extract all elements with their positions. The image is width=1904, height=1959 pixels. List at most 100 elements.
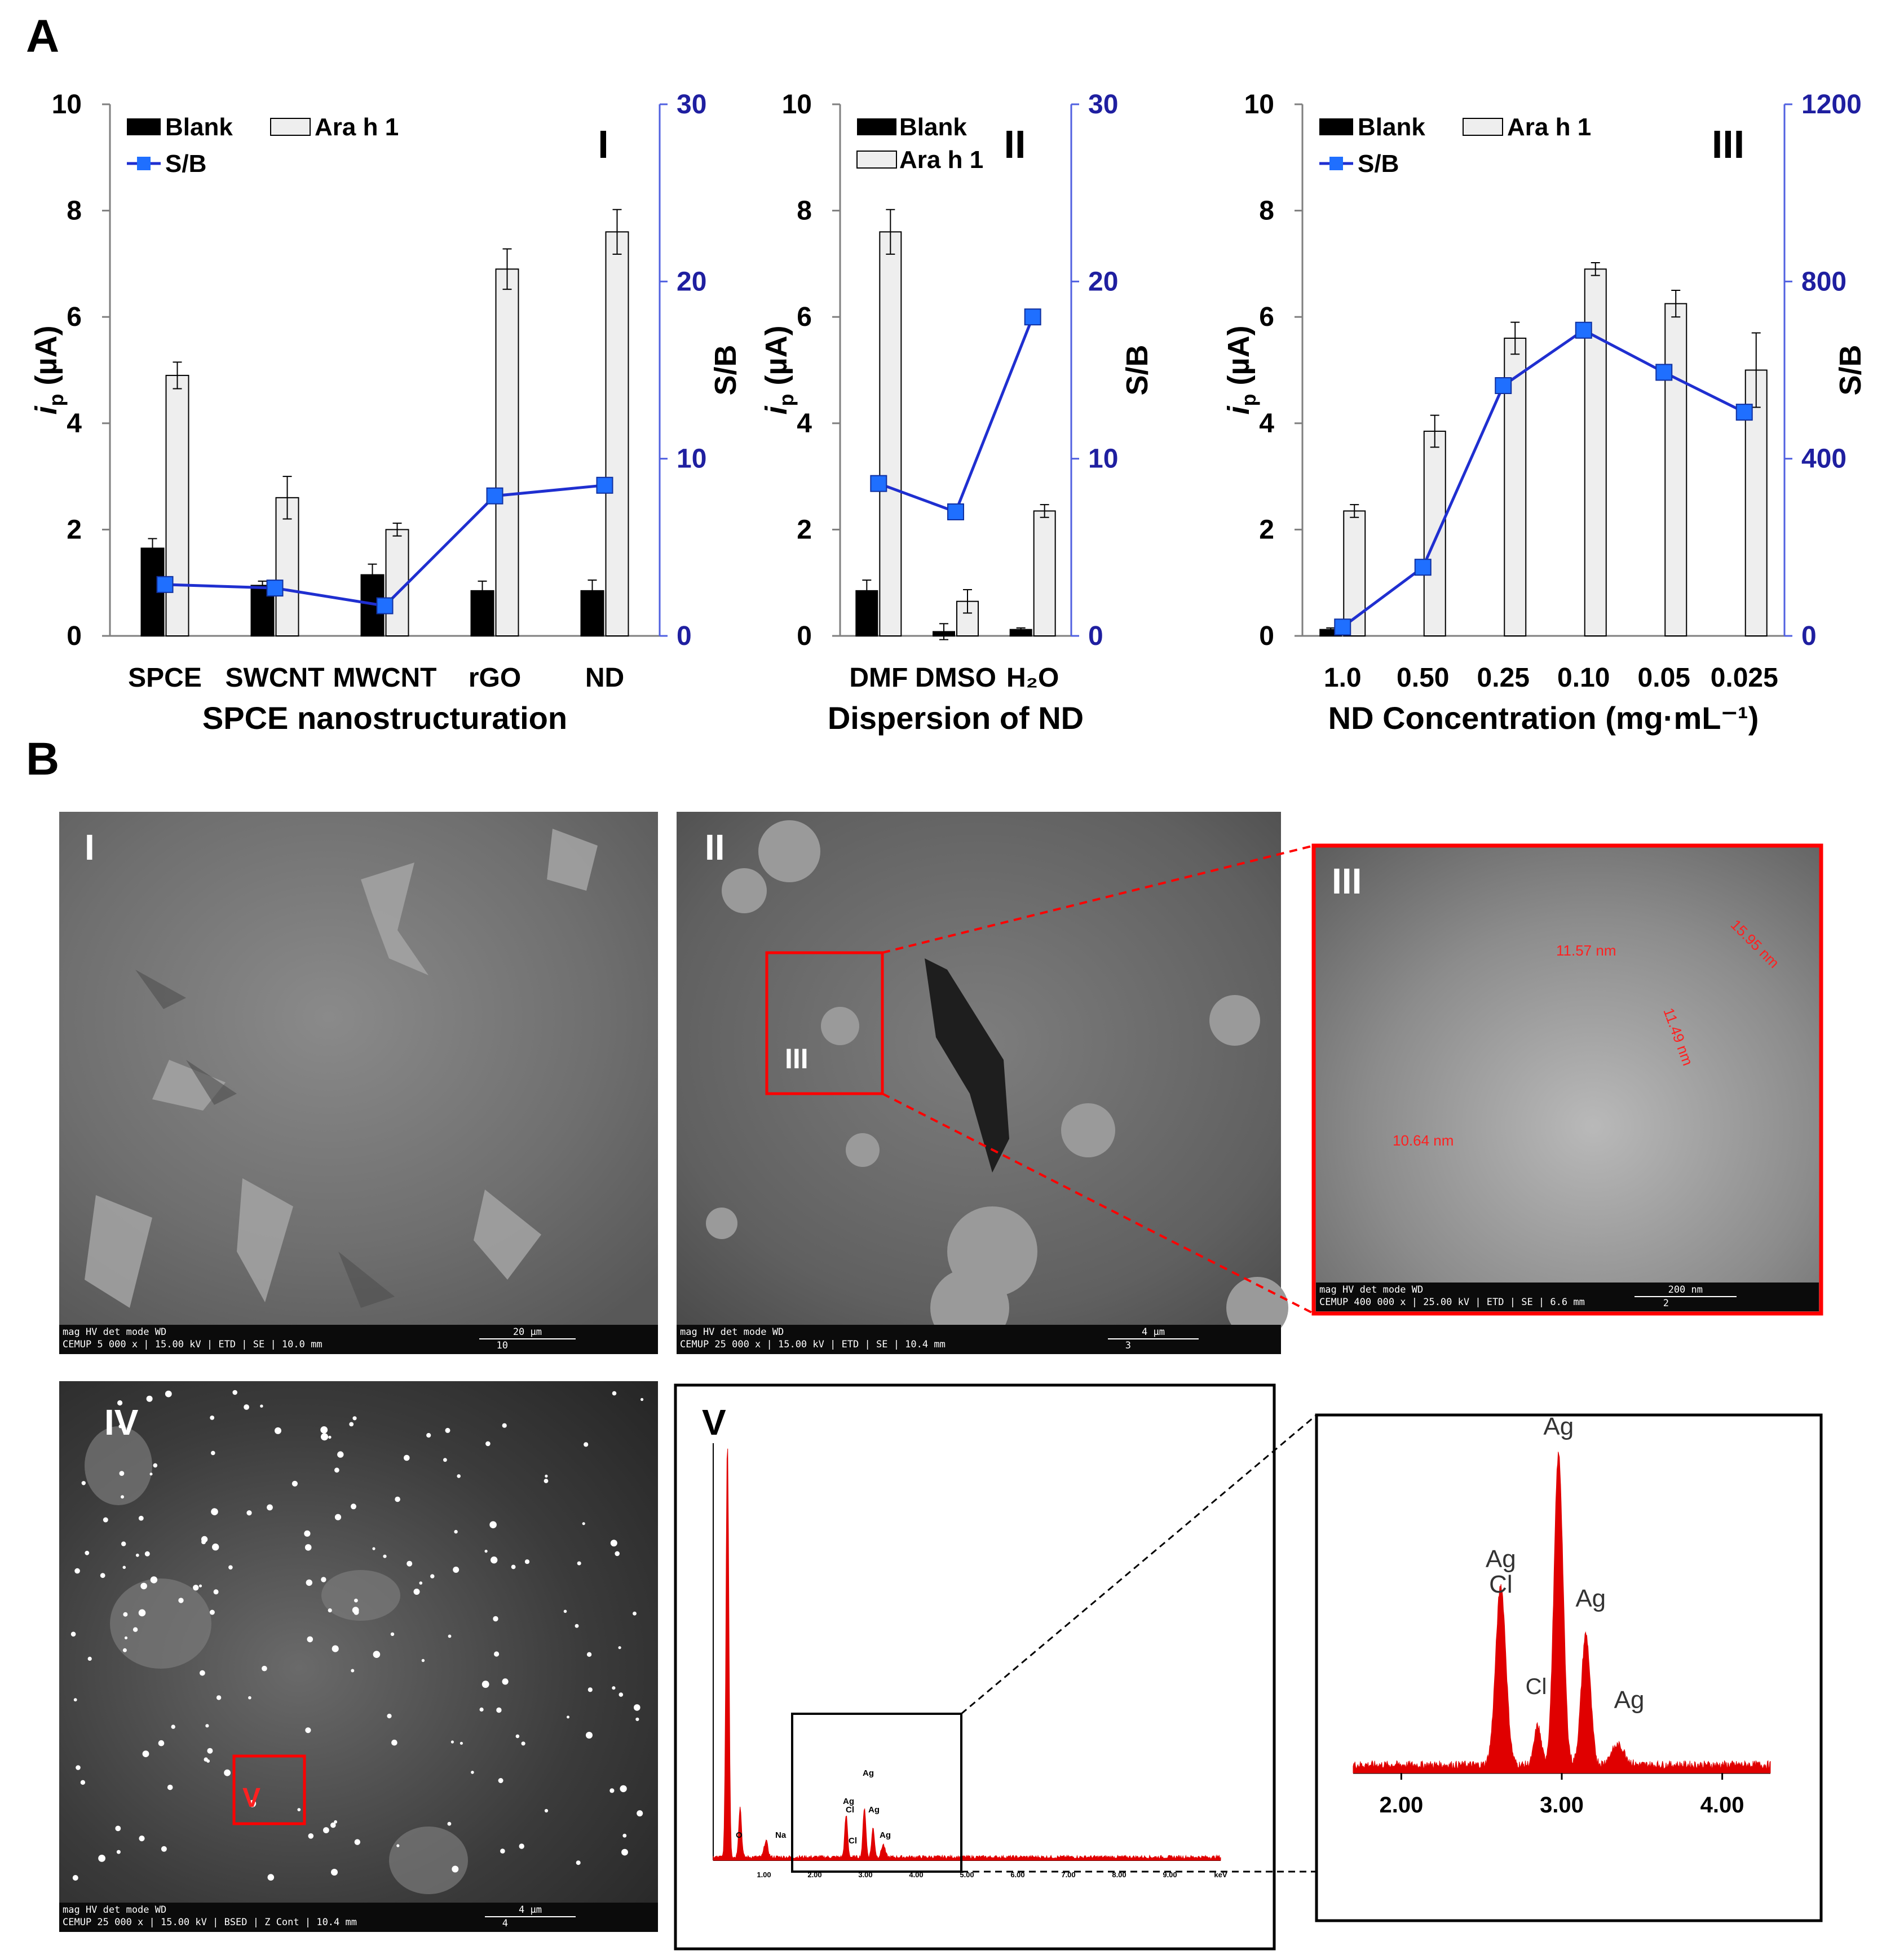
x-tick-label: ND [585,663,624,693]
nanoparticle-dot [452,1865,459,1873]
x-tick-label: rGO [469,663,521,693]
nanoparticle-dot [620,1785,627,1793]
nanoparticle-dot [121,1541,126,1546]
roi-box-V [232,1754,306,1825]
eds-full-tick-label: 5.00 [960,1870,974,1879]
bar-ara [879,231,902,636]
nanoparticle-dot [100,1573,105,1578]
y-tick-label: 10 [1244,90,1274,120]
peak-label-ag: Ag [1614,1686,1645,1714]
nanoparticle-dot [232,1390,238,1395]
nanoparticle-dot [297,1808,301,1811]
y-tick-label: 6 [797,302,812,332]
peak-label-cl: Cl [1489,1571,1513,1598]
peak-label-ag: Ag [1575,1585,1606,1612]
nanoparticle-dot [584,1442,589,1447]
nanoparticle-dot [248,1696,251,1700]
x-tick-label: H₂O [1006,663,1059,693]
nanoparticle-dot [450,1740,454,1744]
eds-zoom-tick-label: 2.00 [1379,1793,1423,1818]
eds-full-trace [713,1448,1221,1861]
nanoparticle-dot [211,1508,218,1515]
legend-label-sb: S/B [165,150,206,178]
x-tick-label: 0.05 [1638,663,1690,693]
nanoparticle-dot [502,1678,509,1685]
y-axis-title: ip (µA) [759,325,798,414]
nanoparticle-dot [372,1547,376,1550]
nanoparticle-dot [413,1589,420,1595]
roi-label-III: III [785,1043,809,1074]
eds-small-peak-label: O [736,1830,743,1840]
nanoparticle-dot [485,1441,491,1447]
sem-image-III: III 11.57 nm 15.95 nm 11.49 nm 10.64 nm [1311,843,1823,1316]
sb-point [266,580,284,597]
sem-bar-headers: mag HV det mode WD [63,1326,167,1338]
measure-4: 10.64 nm [1393,1132,1454,1149]
sb-point [1024,308,1041,326]
legend-swatch-blank [857,118,896,135]
eds-small-peak-label: Cl [846,1805,854,1815]
y-tick-label: 0 [67,621,82,651]
nanoparticle-dot [323,1827,329,1833]
image-number: 4 [502,1918,508,1929]
nanoparticle-dot [116,1850,121,1854]
nanoparticle-dot [81,1481,86,1485]
nanoparticle-dot [419,1581,423,1585]
eds-full-tick-label: 1.00 [757,1870,771,1879]
nanoparticle-dot [124,1636,128,1639]
nanoparticle-dot [212,1544,219,1551]
legend-swatch-ara [856,151,897,169]
nanoparticle-dot [135,1553,139,1557]
image-number: 10 [496,1340,508,1351]
y2-tick-label: 0 [677,621,692,651]
y2-tick-label: 400 [1801,444,1846,474]
nanoparticle-dot [122,1566,126,1569]
nanoparticle-dot [328,1608,332,1613]
nanoparticle-dot [587,1687,593,1692]
nanoparticle-dot [460,1741,463,1745]
eds-small-peak-label: Cl [849,1836,857,1846]
nanoparticle-dot [171,1724,175,1729]
nanoparticle-dot [500,1849,505,1854]
nanoparticle-dot [426,1432,431,1438]
sem-image-I: I [59,812,658,1354]
nanoparticle-dot [267,1504,273,1511]
sem-label-IV: IV [104,1402,139,1443]
legend-marker-sb [1329,157,1343,170]
sem-image-IV: V IV [59,1381,658,1932]
nanoparticle-dot [150,1576,158,1584]
sb-point [870,475,887,492]
sb-point [156,576,174,593]
sem-label-II: II [705,827,725,868]
nanoparticle-dot [305,1727,311,1734]
bar-ara [1584,268,1607,636]
sb-point [1735,404,1753,421]
eds-full-tick-label: keV [1214,1870,1227,1879]
panel-label-b: B [26,733,60,785]
nanoparticle-dot [193,1585,199,1591]
nanoparticle-dot [576,1860,581,1865]
nanoparticle-dot [122,1648,127,1652]
sb-point [1414,559,1432,576]
nanoparticle-dot [205,1724,209,1728]
sem-info-bar-II: mag HV det mode WD CEMUP 25 000 x | 15.00… [680,1326,1278,1353]
nanoparticle-dot [396,1844,400,1847]
nanoparticle-dot [612,1686,616,1690]
y2-tick-label: 10 [1088,444,1118,474]
nanoparticle-dot [308,1833,314,1839]
eds-full-tick-label: 8.00 [1112,1870,1126,1879]
scale-bar-label: 4 µm [1108,1326,1199,1339]
nanoparticle-dot [352,1416,357,1421]
nanoparticle-dot [457,1474,461,1478]
nanoparticle-dot [443,1458,447,1462]
y2-axis-title: S/B [709,344,743,395]
eds-small-peak-label: Ag [880,1830,891,1840]
y-tick-label: 8 [1259,196,1274,226]
nanoparticle-dot [430,1574,435,1578]
nanoparticle-dot [178,1598,184,1603]
nanoparticle-dot [544,1808,549,1813]
nanoparticle-dot [87,1656,92,1661]
